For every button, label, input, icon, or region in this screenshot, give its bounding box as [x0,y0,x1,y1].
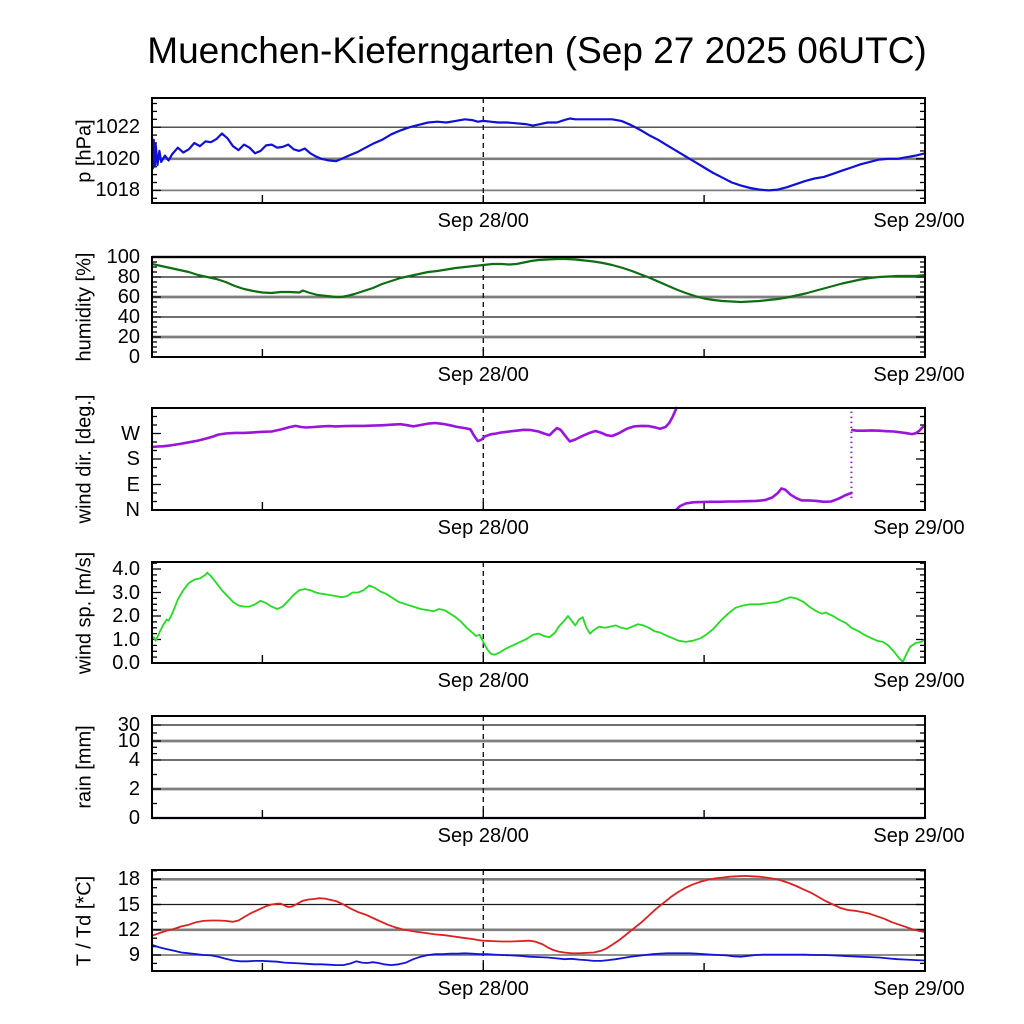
wind_speed-ytick-label: 1.0 [112,628,140,651]
y-axis-title-wind-direction: wind dir. [deg.] [73,394,96,524]
temperature-xtick-label: Sep 29/00 [873,978,965,1000]
pressure-xtick-label: Sep 29/00 [873,210,965,232]
humidity-xtick-label: Sep 28/00 [437,364,529,386]
temperature-ytick-label: 15 [117,893,140,916]
wind_direction-xtick-label: Sep 28/00 [437,517,529,539]
humidity-ytick-label: 80 [117,266,140,288]
temperature-line [151,875,926,955]
humidity-ytick-label: 60 [117,286,140,308]
wind_speed-ytick-label: 0.0 [112,652,140,674]
temperature-ytick-label: 18 [117,868,140,891]
rain-xtick-label: Sep 29/00 [873,825,965,847]
wind_direction-xtick-label: Sep 29/00 [873,517,965,539]
rain-plot [150,715,927,820]
humidity-plot [150,255,927,358]
wind_speed-ytick-label: 2.0 [112,605,140,628]
pressure-plot [150,97,927,204]
wind_speed-plot [151,561,926,664]
wind_speed-xtick-label: Sep 29/00 [873,670,965,692]
temperature-ytick-label: 12 [117,918,140,941]
y-axis-title-humidity: humidity [%] [73,252,96,362]
rain-ytick-label: 0 [128,807,140,829]
dewpoint-line [151,944,926,966]
wind_direction-ytick-label: E [126,473,140,496]
rain-ytick-label: 10 [117,729,140,752]
temperature-ytick-label: 9 [128,944,140,966]
wind_speed-ytick-label: 4.0 [112,558,140,581]
chart-title: Muenchen-Kieferngarten (Sep 27 2025 06UT… [147,30,927,71]
y-axis-title-rain: rain [mm] [73,725,96,809]
rain-xtick-label: Sep 28/00 [437,825,529,847]
wind_speed-xtick-label: Sep 28/00 [437,670,529,692]
wind-direction-seg1-line [150,406,678,449]
wind_direction-ytick-label: W [121,422,140,445]
humidity-ytick-label: 100 [106,246,140,268]
humidity-ytick-label: 40 [117,306,140,328]
temperature-plot [151,869,926,972]
pressure-ytick-label: 1018 [95,179,141,202]
rain-ytick-label: 2 [128,778,140,801]
pressure-line [150,117,927,192]
humidity-xtick-label: Sep 29/00 [873,364,965,386]
wind-direction-seg2-line [675,487,853,511]
y-axis-title-wind-speed: wind sp. [m/s] [73,551,96,674]
y-axis-title-pressure: p [hPa] [73,118,96,183]
wind_direction-ytick-label: S [126,448,140,470]
temperature-xtick-label: Sep 28/00 [437,978,529,1000]
rain-ytick-label: 30 [117,713,140,736]
pressure-ytick-label: 1020 [95,147,141,170]
humidity-line [150,257,927,304]
wind_speed-ytick-label: 3.0 [112,581,140,604]
rain-ytick-label: 4 [128,748,140,771]
wind_direction-ytick-label: N [125,499,140,521]
pressure-ytick-label: 1022 [95,116,141,139]
pressure-xtick-label: Sep 28/00 [437,210,529,232]
wind-direction-seg3-line [850,424,927,436]
humidity-ytick-label: 0 [128,346,140,368]
wind_direction-plot [150,406,927,511]
wind-speed-line [151,571,926,663]
humidity-ytick-label: 20 [117,326,140,348]
y-axis-title-temperature: T / Td [*C] [73,875,96,966]
